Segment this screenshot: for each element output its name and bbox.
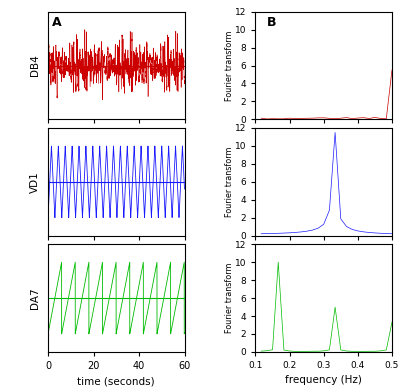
Text: A: A	[52, 16, 62, 29]
Y-axis label: Fourier transform: Fourier transform	[224, 30, 234, 101]
Text: B: B	[266, 16, 276, 29]
Y-axis label: DB4: DB4	[30, 55, 40, 76]
Y-axis label: DA7: DA7	[30, 287, 40, 309]
Y-axis label: Fourier transform: Fourier transform	[224, 263, 234, 333]
Y-axis label: VD1: VD1	[30, 171, 40, 193]
X-axis label: frequency (Hz): frequency (Hz)	[285, 375, 362, 386]
Y-axis label: Fourier transform: Fourier transform	[224, 147, 234, 217]
X-axis label: time (seconds): time (seconds)	[78, 377, 155, 386]
